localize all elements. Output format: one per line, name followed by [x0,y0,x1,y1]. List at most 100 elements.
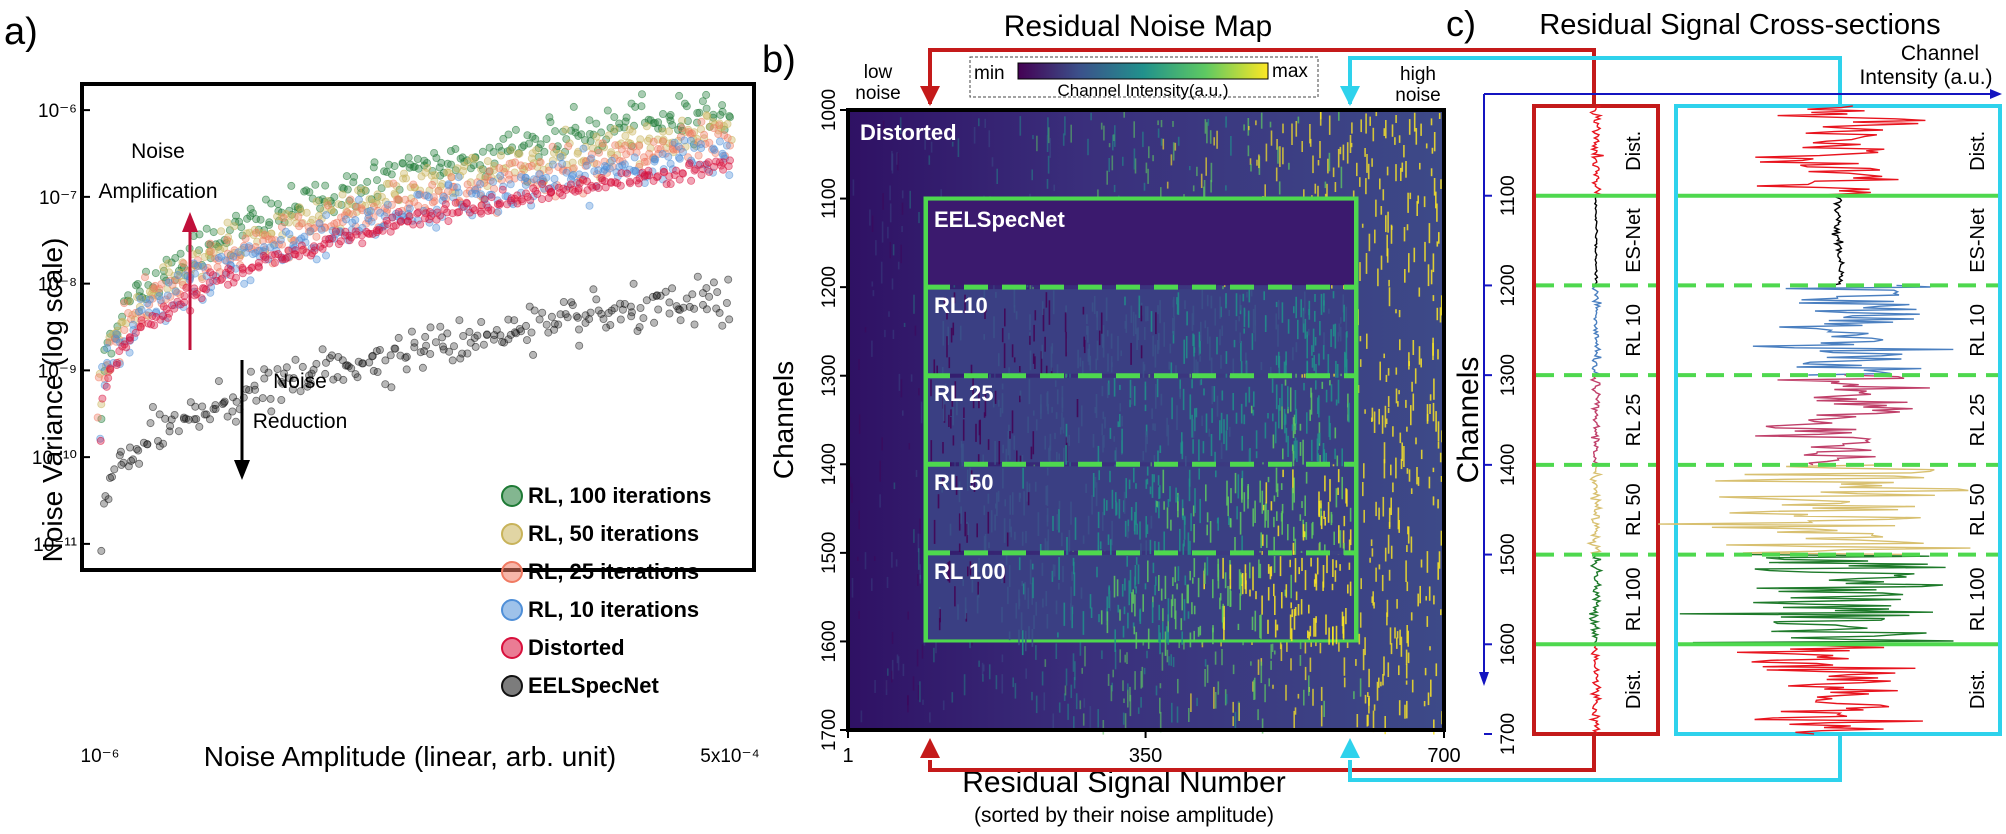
region-streak [1183,539,1185,547]
noise-streak [1432,402,1435,422]
region-streak [1225,351,1228,364]
noise-streak [1035,645,1037,660]
noise-streak [1250,163,1252,172]
region-streak [1252,508,1254,527]
noise-streak [1058,702,1061,713]
noise-streak [1257,659,1260,675]
scatter-point [688,290,697,299]
noise-streak [1439,452,1442,463]
noise-streak [1014,683,1017,699]
segment-label: RL 50 [1967,483,1989,536]
noise-streak [891,670,893,683]
scatter-point [643,136,652,145]
scatter-point [173,270,182,279]
scatter-point [665,127,674,136]
region-streak [1025,531,1027,544]
scatter-point [658,124,667,133]
noise-streak [1081,667,1083,674]
scatter-point [285,230,294,239]
noise-streak [1392,482,1394,493]
region-streak [1300,299,1302,318]
noise-streak [1043,692,1046,711]
region-streak [1158,625,1160,643]
scatter-point [388,213,397,222]
region-streak [1241,435,1243,451]
scatter-point [622,150,631,159]
region-streak [982,454,984,463]
region-streak [1275,384,1278,410]
scatter-point [424,193,433,202]
scatter-point [629,279,638,288]
region-streak [1054,380,1057,387]
region-streak [1009,495,1011,515]
noise-streak [1101,650,1103,659]
region-streak [1023,491,1025,516]
scatter-point [585,201,594,210]
scatter-point [454,188,463,197]
region-streak [1235,412,1238,424]
scatter-point [209,228,218,237]
region-streak [1027,587,1030,609]
region-streak [1032,431,1035,455]
scatter-point [428,180,437,189]
scatter-point [441,200,450,209]
region-streak [1033,324,1035,342]
noise-streak [1111,155,1114,171]
noise-streak [1049,138,1051,158]
region-streak [1131,592,1133,613]
region-streak [1135,557,1138,565]
scatter-point [695,108,704,117]
noise-streak [1435,663,1438,677]
region-streak [1121,584,1124,597]
scatter-point [107,349,116,358]
scatter-point [93,413,102,422]
scatter-point [264,220,273,229]
region-streak [1135,632,1138,649]
scatter-point [589,285,598,294]
region-streak [1070,501,1072,525]
region-streak [999,408,1002,417]
y-tick-label: 1100 [1498,175,1519,216]
region-streak [1139,609,1141,622]
scatter-point [321,181,330,190]
region-streak [1223,605,1225,630]
noise-streak [1368,668,1370,688]
noise-streak [1406,700,1408,719]
noise-streak [1129,686,1131,702]
scatter-point [145,295,154,304]
region-streak [1278,351,1280,368]
region-streak [1183,339,1185,364]
region-streak [1192,419,1195,438]
region-streak [1214,308,1216,326]
scatter-point [718,101,727,110]
region-streak [1287,386,1289,409]
scatter-point [261,255,270,264]
noise-streak [1364,409,1366,414]
region-streak [1007,431,1010,456]
noise-streak [871,215,874,232]
scatter-point [319,206,328,215]
scatter-point [546,118,555,127]
region-streak [1058,557,1060,580]
noise-streak [858,359,860,370]
region-streak [1152,423,1154,431]
noise-streak [851,578,854,598]
scatter-point [409,180,418,189]
noise-streak [891,153,894,174]
noise-streak [907,611,909,620]
noise-streak [1123,698,1125,703]
region-label-rl25: RL 25 [934,381,994,406]
region-streak [1319,321,1321,336]
region-streak [1302,524,1305,541]
scatter-point [623,169,632,178]
region-streak [1021,630,1024,656]
region-streak [1058,500,1061,510]
region-streak [1318,353,1320,366]
region-streak [1106,383,1109,399]
region-streak [1316,557,1319,575]
region-streak [1114,629,1116,652]
scatter-point [312,232,321,241]
noise-streak [891,552,893,568]
scatter-point [459,331,468,340]
noise-streak [978,118,980,127]
